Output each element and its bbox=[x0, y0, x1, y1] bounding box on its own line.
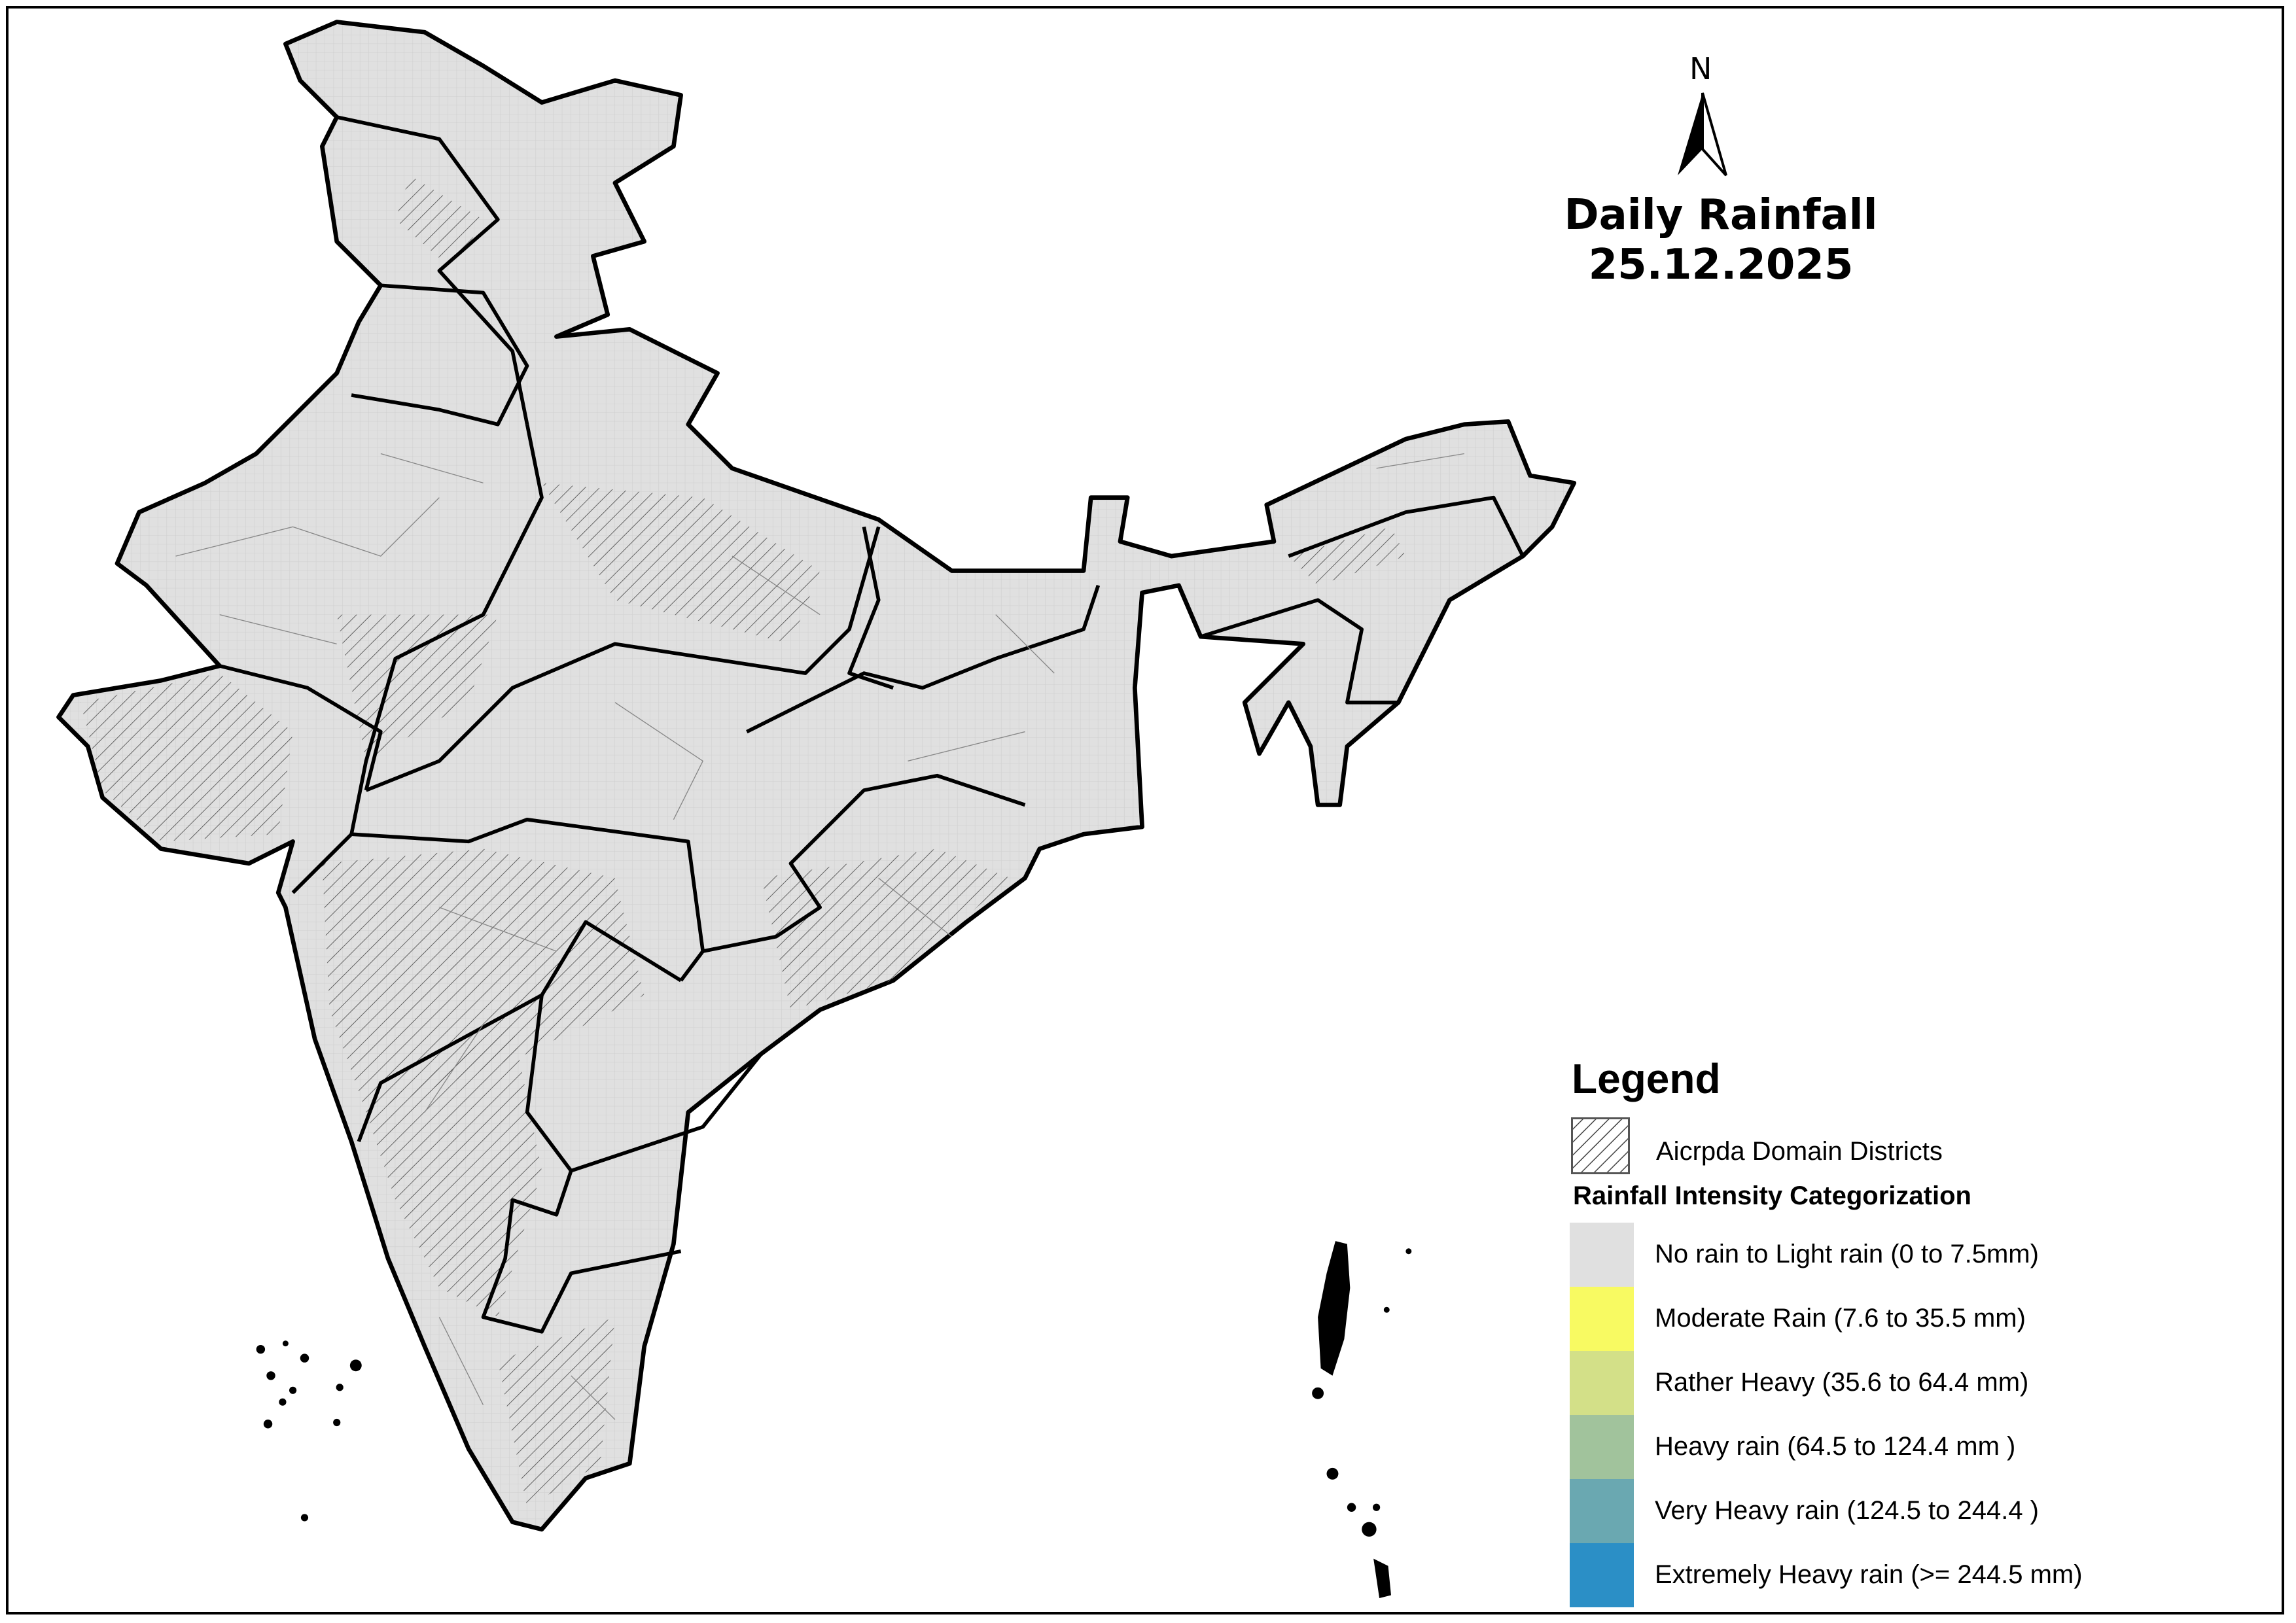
lakshadweep-islands bbox=[256, 1340, 362, 1522]
legend-swatch bbox=[1570, 1223, 1634, 1287]
legend-category-label: Very Heavy rain (124.5 to 244.4 ) bbox=[1655, 1496, 2039, 1525]
hatch-swatch-icon bbox=[1571, 1117, 1630, 1174]
map-frame bbox=[6, 6, 2284, 1614]
state-boundaries bbox=[219, 115, 1525, 1334]
legend-category-label: Rather Heavy (35.6 to 64.4 mm) bbox=[1655, 1368, 2029, 1397]
north-label: N bbox=[1689, 51, 1712, 86]
domain-districts-label: Aicrpda Domain Districts bbox=[1656, 1137, 1943, 1166]
map-date: 25.12.2025 bbox=[1588, 241, 1854, 289]
categorization-title: Rainfall Intensity Categorization bbox=[1573, 1181, 1971, 1210]
legend-category-label: No rain to Light rain (0 to 7.5mm) bbox=[1655, 1240, 2039, 1268]
legend-title: Legend bbox=[1572, 1055, 1721, 1102]
legend-swatch bbox=[1570, 1543, 1634, 1607]
legend-swatch bbox=[1570, 1479, 1634, 1543]
map-title: Daily Rainfall bbox=[1564, 191, 1878, 239]
legend-swatch bbox=[1570, 1415, 1634, 1479]
aicrpda-domain-districts bbox=[80, 175, 1406, 1508]
legend-swatch bbox=[1570, 1287, 1634, 1351]
north-arrow-icon bbox=[1678, 92, 1727, 177]
legend-swatch bbox=[1570, 1351, 1634, 1415]
legend-category-label: Heavy rain (64.5 to 124.4 mm ) bbox=[1655, 1432, 2016, 1461]
legend-category-label: Extremely Heavy rain (>= 244.5 mm) bbox=[1655, 1560, 2083, 1589]
andaman-nicobar-islands bbox=[1312, 1241, 1412, 1598]
district-boundaries bbox=[175, 453, 1464, 1420]
legend-category-label: Moderate Rain (7.6 to 35.5 mm) bbox=[1655, 1304, 2026, 1333]
